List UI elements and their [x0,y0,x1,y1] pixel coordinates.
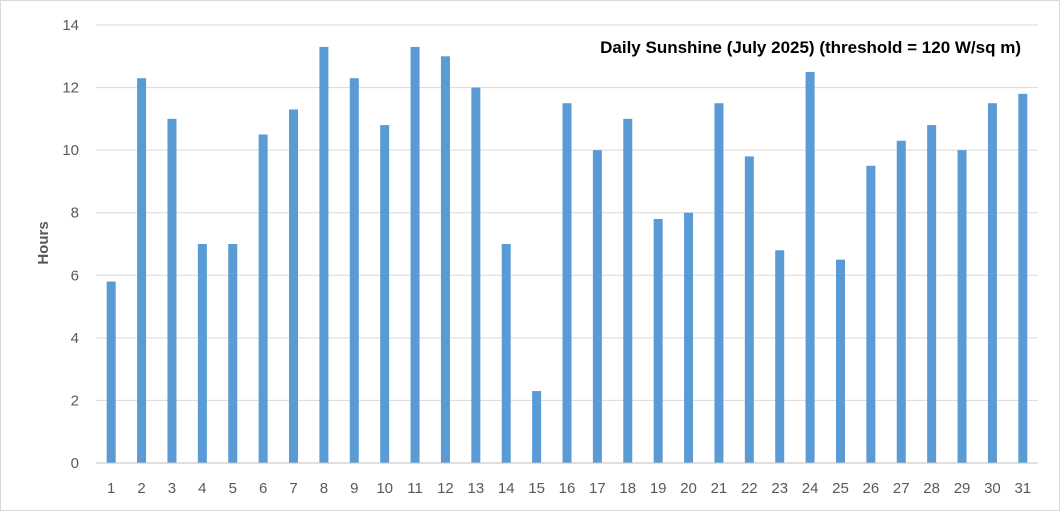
y-tick-label: 8 [71,205,79,222]
x-tick-label: 22 [741,480,758,497]
bar [987,103,997,463]
bars [106,46,1028,464]
x-tick-label: 25 [832,480,849,497]
x-tick-label: 12 [437,480,454,497]
x-tick-label: 27 [893,480,910,497]
bar [775,250,785,463]
y-axis-label: Hours [35,221,52,264]
chart-title: Daily Sunshine (July 2025) (threshold = … [600,38,1021,57]
y-tick-label: 2 [71,392,79,409]
bar [228,244,238,463]
bar [805,71,815,463]
x-tick-label: 8 [320,480,328,497]
bar [896,140,906,463]
x-tick-label: 4 [198,480,206,497]
x-tick-label: 21 [711,480,728,497]
bar [927,125,937,463]
x-tick-labels: 1 2 3 4 5 6 7 8 9 10 11 12 13 14 15 16 17 18 19 20 21 22 23 24 2… [107,480,1031,497]
bar [592,150,602,463]
x-tick-label: 9 [350,480,358,497]
bar [501,244,511,463]
bar [289,109,299,463]
bar [349,78,359,463]
x-tick-label: 18 [619,480,636,497]
bar [410,46,420,464]
y-tick-label: 6 [71,267,79,284]
y-tick-label: 14 [62,17,79,34]
x-tick-label: 15 [528,480,545,497]
bar [137,78,147,463]
x-tick-label: 17 [589,480,606,497]
x-tick-label: 5 [229,480,237,497]
x-tick-label: 20 [680,480,697,497]
bar [1018,93,1028,463]
bar [532,391,542,463]
bar [258,134,268,463]
x-tick-label: 7 [289,480,297,497]
x-tick-label: 6 [259,480,267,497]
bar [623,118,633,463]
bar [684,212,694,463]
bar [440,56,450,464]
x-tick-label: 28 [923,480,940,497]
x-tick-label: 10 [376,480,393,497]
y-tick-labels: 0 2 4 6 8 10 12 14 [62,17,79,472]
bar [714,103,724,463]
bar [957,150,967,463]
x-tick-label: 30 [984,480,1001,497]
bar [167,118,177,463]
x-tick-label: 11 [407,480,423,497]
x-tick-label: 24 [802,480,819,497]
x-tick-label: 29 [954,480,971,497]
x-tick-label: 1 [107,480,115,497]
bar [653,218,663,463]
x-tick-label: 2 [137,480,145,497]
bar [106,281,116,463]
bar [866,165,876,464]
x-tick-label: 3 [168,480,176,497]
bar [197,244,207,463]
y-tick-label: 4 [71,330,79,347]
x-tick-label: 23 [771,480,788,497]
x-tick-label: 26 [863,480,880,497]
bar [562,103,572,463]
y-tick-label: 0 [71,455,79,472]
bar [744,156,754,463]
bar [319,46,329,464]
bar [471,87,481,464]
bar [380,125,390,463]
bar [835,259,845,463]
x-tick-label: 14 [498,480,515,497]
y-tick-label: 12 [62,80,79,97]
x-tick-label: 19 [650,480,667,497]
y-tick-label: 10 [62,142,79,159]
x-tick-label: 31 [1014,480,1031,497]
x-tick-label: 16 [559,480,576,497]
x-tick-label: 13 [467,480,484,497]
